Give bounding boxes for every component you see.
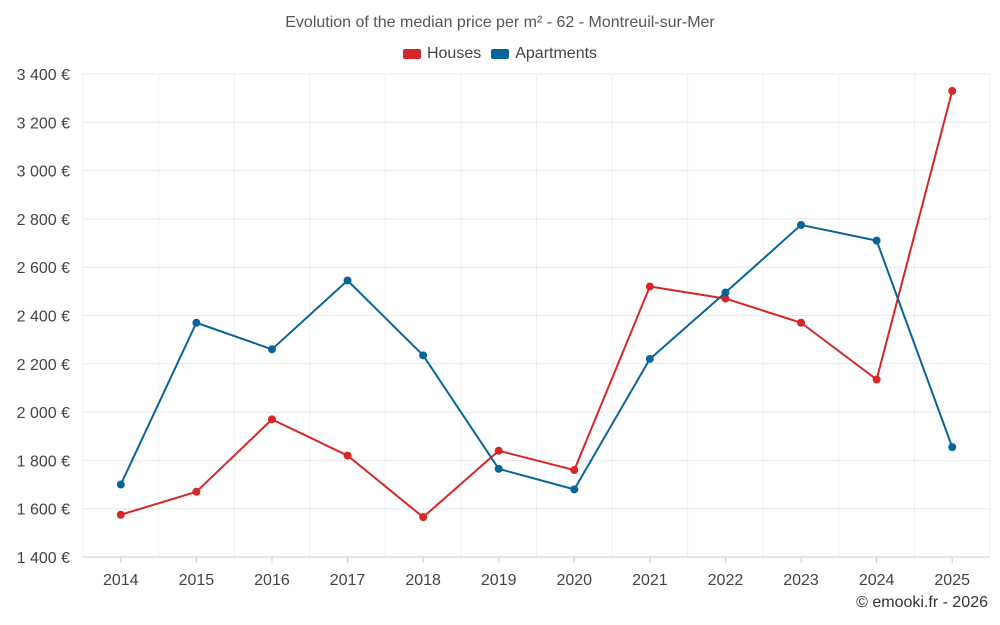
y-tick-label: 3 200 € [17,115,70,132]
x-tick-label: 2014 [103,572,139,589]
legend-label-apartments: Apartments [515,45,598,62]
y-tick-label: 1 800 € [17,453,70,470]
series-line-apartments [119,223,954,491]
data-point-houses [494,446,503,455]
chart-title: Evolution of the median price per m² - 6… [285,14,715,31]
legend-label-houses: Houses [426,45,482,62]
x-tick-label: 2024 [859,572,895,589]
data-point-houses [116,510,125,519]
legend-item-houses[interactable]: Houses [402,45,482,63]
data-point-apartments [570,485,579,494]
data-point-apartments [872,236,881,245]
credit: © emooki.fr - 2026 [856,594,988,611]
x-tick-label: 2018 [405,572,441,589]
data-point-apartments [116,480,125,489]
y-tick-label: 2 800 € [17,212,70,229]
data-point-apartments [948,443,957,452]
data-point-houses [797,318,806,327]
legend: Houses Apartments [0,45,1000,63]
legend-swatch-houses [402,49,421,59]
data-point-apartments [419,351,428,360]
data-point-apartments [797,220,806,229]
y-tick-label: 2 200 € [17,357,70,374]
grid [82,73,991,558]
x-tick-label: 2015 [179,572,215,589]
x-tick-label: 2016 [254,572,290,589]
data-point-houses [267,415,276,424]
x-tick-label: 2022 [708,572,744,589]
x-tick-label: 2019 [481,572,517,589]
series-line-houses [120,90,954,519]
legend-swatch-apartments [491,49,510,59]
y-tick-label: 1 600 € [17,502,70,519]
series [116,86,957,522]
y-tick-label: 2 400 € [17,309,70,326]
data-point-apartments [343,276,352,285]
data-point-houses [645,282,654,291]
x-tick-label: 2020 [556,572,592,589]
axes: 1 400 € 1 600 € 1 800 € 2 000 € 2 200 € 2 400… [17,67,990,589]
data-point-apartments [645,354,654,363]
data-point-houses [192,487,201,496]
data-point-houses [872,375,881,384]
data-point-houses [343,451,352,460]
x-tick-label: 2025 [934,572,970,589]
legend-item-apartments[interactable]: Apartments [491,45,597,63]
data-point-houses [570,466,579,475]
y-tick-label: 3 000 € [17,164,70,181]
data-point-apartments [192,318,201,327]
x-tick-label: 2021 [632,572,668,589]
data-point-houses [948,86,957,95]
data-point-houses [419,513,428,522]
data-point-apartments [494,464,503,473]
y-tick-label: 2 000 € [17,405,70,422]
x-tick-label: 2017 [330,572,366,589]
data-point-apartments [721,288,730,297]
y-tick-label: 3 400 € [17,67,70,84]
x-tick-label: 2023 [783,572,819,589]
data-point-apartments [267,345,276,354]
y-tick-label: 1 400 € [17,550,70,567]
y-tick-label: 2 600 € [17,260,70,277]
data-point-houses [721,294,730,303]
